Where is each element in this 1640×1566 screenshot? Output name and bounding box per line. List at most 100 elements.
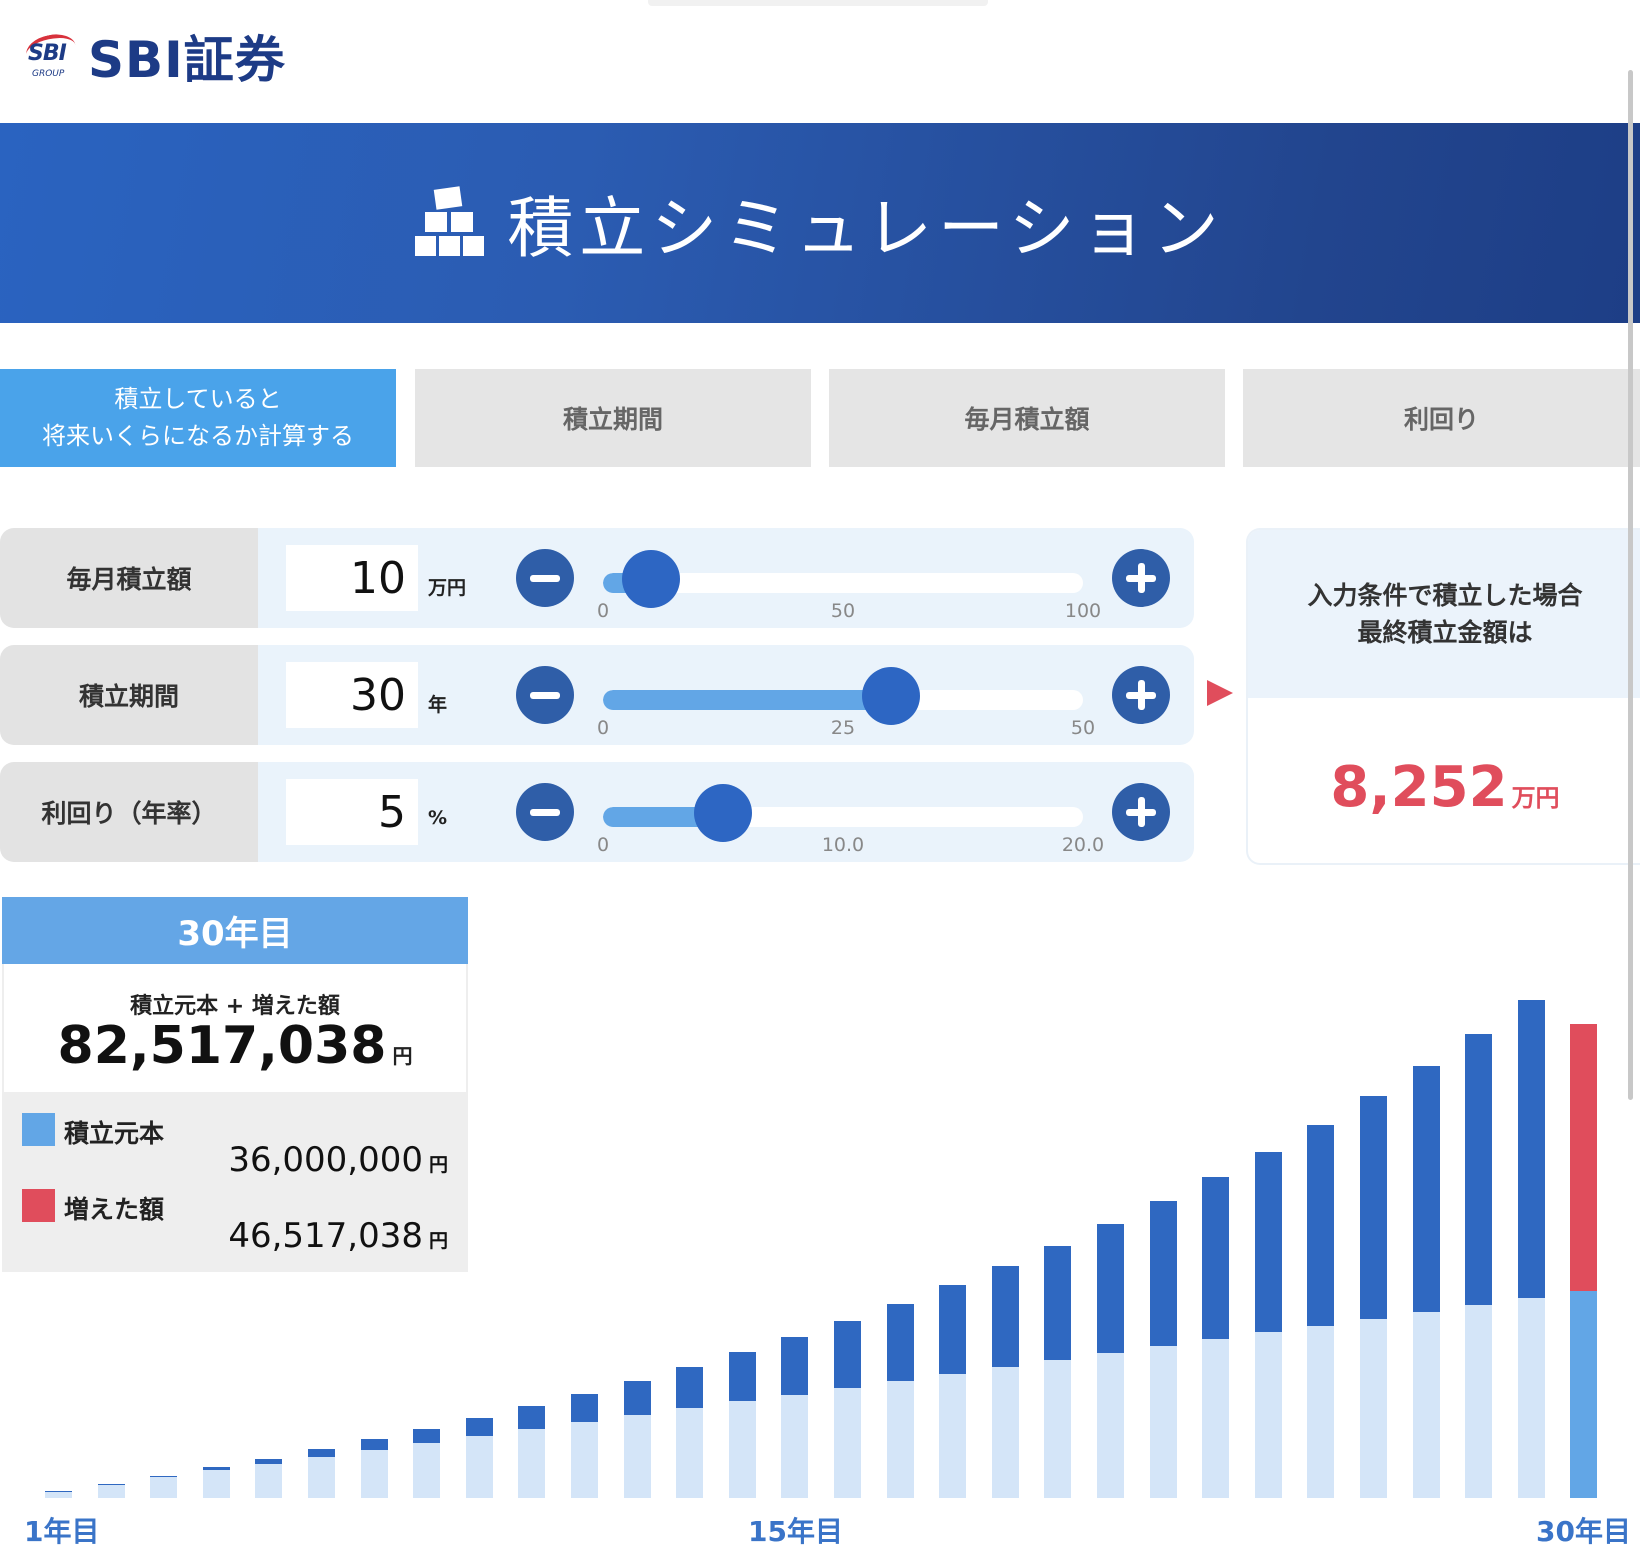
- bar-gain[interactable]: [1570, 1023, 1598, 1292]
- bar-principal[interactable]: [465, 1435, 493, 1498]
- summary-total-unit: 円: [392, 1044, 413, 1068]
- decrease-button[interactable]: [516, 783, 574, 841]
- increase-button[interactable]: [1112, 666, 1170, 724]
- decrease-button[interactable]: [516, 549, 574, 607]
- bar-principal[interactable]: [45, 1491, 72, 1498]
- slider-tick: 25: [830, 717, 856, 739]
- bar-principal[interactable]: [676, 1408, 704, 1498]
- bar-gain[interactable]: [1360, 1096, 1387, 1319]
- increase-button[interactable]: [1112, 783, 1170, 841]
- bar-gain[interactable]: [202, 1467, 230, 1471]
- tab-yield[interactable]: 利回り: [1243, 369, 1640, 467]
- bar-principal[interactable]: [623, 1415, 651, 1498]
- bar-gain[interactable]: [1412, 1065, 1440, 1312]
- control-row-yield: 利回り（年率） 5 % 0 10.0 20.0: [0, 762, 1194, 862]
- bar-principal[interactable]: [1097, 1353, 1124, 1498]
- bar-gain[interactable]: [781, 1337, 809, 1395]
- bar-gain[interactable]: [1044, 1245, 1072, 1361]
- result-unit: 万円: [1511, 784, 1560, 812]
- bar-gain[interactable]: [413, 1428, 441, 1443]
- bar-principal[interactable]: [255, 1463, 283, 1498]
- bar-principal[interactable]: [1254, 1332, 1282, 1498]
- bar-gain[interactable]: [886, 1303, 914, 1381]
- bar-gain[interactable]: [1202, 1177, 1230, 1340]
- period-input[interactable]: 30: [286, 662, 418, 728]
- minus-icon: [530, 809, 560, 816]
- bar-principal[interactable]: [1465, 1304, 1493, 1498]
- sbi-group-badge: SBI GROUP: [23, 30, 79, 81]
- bar-gain[interactable]: [991, 1266, 1019, 1367]
- bar-gain[interactable]: [1465, 1033, 1493, 1305]
- tab-label-line2: 将来いくらになるか計算する: [42, 422, 354, 450]
- bar-principal[interactable]: [1570, 1291, 1598, 1498]
- bar-principal[interactable]: [991, 1366, 1019, 1498]
- bar-principal[interactable]: [939, 1373, 967, 1498]
- bar-principal[interactable]: [1044, 1360, 1072, 1498]
- slider-track[interactable]: [603, 690, 1083, 710]
- gain-value: 46,517,038: [228, 1216, 423, 1256]
- bar-principal[interactable]: [518, 1429, 546, 1498]
- yield-input[interactable]: 5: [286, 779, 418, 845]
- tab-label-line1: 積立していると: [114, 385, 282, 413]
- bar-gain[interactable]: [728, 1352, 756, 1402]
- slider-track[interactable]: [603, 807, 1083, 827]
- bar-principal[interactable]: [781, 1394, 809, 1498]
- bar-principal[interactable]: [1360, 1318, 1387, 1498]
- slider-tick: 0: [596, 717, 610, 739]
- bar-principal[interactable]: [150, 1477, 178, 1498]
- bar-gain[interactable]: [97, 1483, 125, 1485]
- bar-gain[interactable]: [1307, 1124, 1335, 1326]
- bar-gain[interactable]: [1254, 1151, 1282, 1333]
- tab-monthly-amount[interactable]: 毎月積立額: [829, 369, 1225, 467]
- bar-principal[interactable]: [202, 1470, 230, 1498]
- unit-label: %: [428, 807, 448, 829]
- tab-label: 利回り: [1403, 405, 1479, 434]
- principal-legend-swatch: [22, 1113, 55, 1146]
- sbi-logo[interactable]: SBI GROUP SBI証券: [23, 26, 286, 89]
- bar-gain[interactable]: [360, 1439, 388, 1450]
- bar-gain[interactable]: [676, 1367, 704, 1409]
- monthly-amount-input[interactable]: 10: [286, 545, 418, 611]
- bar-gain[interactable]: [1517, 999, 1545, 1298]
- decrease-button[interactable]: [516, 666, 574, 724]
- slider-thumb[interactable]: [694, 784, 752, 842]
- bar-principal[interactable]: [571, 1422, 598, 1498]
- bar-gain[interactable]: [518, 1406, 546, 1429]
- bar-gain[interactable]: [255, 1458, 283, 1464]
- bar-gain[interactable]: [1097, 1224, 1124, 1354]
- scrollbar[interactable]: [1628, 70, 1633, 1100]
- bar-gain[interactable]: [571, 1393, 598, 1423]
- bar-principal[interactable]: [1307, 1325, 1335, 1498]
- increase-button[interactable]: [1112, 549, 1170, 607]
- tab-period[interactable]: 積立期間: [415, 369, 811, 467]
- bar-principal[interactable]: [1412, 1311, 1440, 1498]
- control-row-period: 積立期間 30 年 0 25 50: [0, 645, 1194, 745]
- bar-principal[interactable]: [886, 1380, 914, 1498]
- bar-gain[interactable]: [623, 1380, 651, 1416]
- bar-gain[interactable]: [308, 1449, 335, 1457]
- slider-thumb[interactable]: [622, 550, 680, 608]
- bar-principal[interactable]: [1149, 1346, 1177, 1498]
- slider-thumb[interactable]: [862, 667, 920, 725]
- slider-tick: 0: [596, 834, 610, 856]
- bar-principal[interactable]: [1202, 1339, 1230, 1498]
- bar-principal[interactable]: [360, 1449, 388, 1498]
- bar-principal[interactable]: [308, 1456, 335, 1498]
- bar-gain[interactable]: [939, 1285, 967, 1374]
- bar-principal[interactable]: [413, 1442, 441, 1498]
- x-axis-label-start: 1年目: [24, 1515, 100, 1548]
- stacked-blocks-icon: [415, 186, 485, 258]
- bar-gain[interactable]: [1149, 1201, 1177, 1347]
- slider-tick: 0: [596, 600, 610, 622]
- bar-principal[interactable]: [1517, 1297, 1545, 1498]
- minus-icon: [530, 575, 560, 582]
- tab-future-value[interactable]: 積立していると 将来いくらになるか計算する: [0, 369, 396, 467]
- bar-gain[interactable]: [465, 1417, 493, 1436]
- bar-gain[interactable]: [834, 1320, 861, 1388]
- tab-label: 積立期間: [562, 405, 663, 434]
- control-label: 利回り（年率）: [0, 762, 258, 862]
- bar-gain[interactable]: [150, 1475, 178, 1478]
- bar-principal[interactable]: [97, 1484, 125, 1498]
- bar-principal[interactable]: [834, 1387, 861, 1498]
- bar-principal[interactable]: [728, 1401, 756, 1498]
